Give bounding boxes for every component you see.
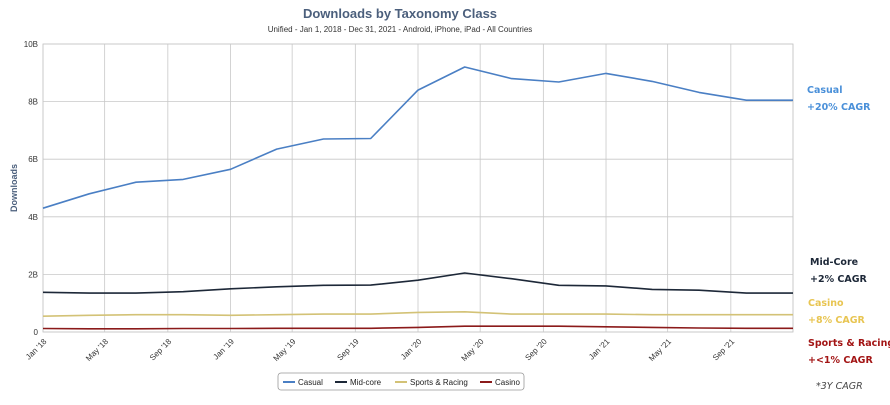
legend-label-casual: Casual bbox=[298, 378, 323, 387]
series-line-sports-racing bbox=[42, 310, 793, 317]
y-tick-label: 0 bbox=[34, 328, 39, 337]
y-tick-label: 8B bbox=[28, 98, 38, 107]
series-lines bbox=[42, 66, 793, 330]
annotation-casual: Casual +20% CAGR bbox=[807, 82, 870, 116]
x-axis-ticks: Jan '18 May '18 Sep '18 Jan '19 May '19 Sep '… bbox=[24, 337, 737, 363]
series-line-casino bbox=[42, 325, 793, 330]
legend: Casual Mid-core Sports & Racing Casino bbox=[277, 372, 525, 391]
annotation-casual-cagr: +20% CAGR bbox=[807, 102, 871, 113]
annotation-casino-cagr: +8% CAGR bbox=[808, 315, 865, 326]
annotation-mid-core: Mid-Core +2% CAGR bbox=[810, 254, 867, 288]
x-gridlines bbox=[42, 44, 732, 332]
legend-label-sports-racing: Sports & Racing bbox=[410, 378, 468, 387]
chart-subtitle: Unified - Jan 1, 2018 - Dec 31, 2021 - A… bbox=[268, 25, 533, 34]
x-tick-label: Sep '18 bbox=[148, 337, 174, 363]
annotation-mid-core-label: Mid-Core bbox=[810, 257, 859, 268]
y-tick-label: 4B bbox=[28, 213, 38, 222]
y-tick-label: 10B bbox=[24, 40, 38, 49]
x-tick-label: Jan '18 bbox=[24, 337, 49, 362]
annotation-sports-racing-label: Sports & Racing bbox=[808, 338, 890, 349]
x-tick-label: Jan '20 bbox=[399, 337, 424, 362]
legend-label-casino: Casino bbox=[495, 378, 520, 387]
y-axis-label: Downloads bbox=[9, 164, 19, 212]
y-tick-label: 6B bbox=[28, 155, 38, 164]
annotation-sports-racing: Sports & Racing +<1% CAGR bbox=[808, 335, 890, 369]
annotation-mid-core-cagr: +2% CAGR bbox=[810, 274, 867, 285]
y-axis-ticks: 0 2B 4B 6B 8B 10B bbox=[24, 40, 39, 337]
series-line-casual bbox=[42, 66, 793, 209]
x-tick-label: May '21 bbox=[647, 337, 673, 363]
annotation-casual-label: Casual bbox=[807, 85, 843, 96]
legend-label-mid-core: Mid-core bbox=[350, 378, 382, 387]
x-tick-label: May '19 bbox=[272, 337, 298, 363]
x-tick-label: May '20 bbox=[460, 337, 486, 363]
x-tick-label: Sep '21 bbox=[711, 337, 737, 363]
y-tick-label: 2B bbox=[28, 270, 38, 279]
series-line-mid-core bbox=[42, 272, 793, 294]
x-tick-label: Jan '21 bbox=[587, 337, 612, 362]
annotation-casino: Casino +8% CAGR bbox=[808, 295, 865, 329]
chart-title: Downloads by Taxonomy Class bbox=[303, 6, 497, 21]
x-tick-label: Jan '19 bbox=[211, 337, 236, 362]
x-tick-label: May '18 bbox=[84, 337, 110, 363]
x-tick-label: Sep '20 bbox=[523, 337, 549, 363]
annotation-sports-racing-cagr: +<1% CAGR bbox=[808, 355, 873, 366]
x-tick-label: Sep '19 bbox=[335, 337, 361, 363]
footnote: *3Y CAGR bbox=[816, 381, 863, 392]
annotation-casino-label: Casino bbox=[808, 298, 844, 309]
